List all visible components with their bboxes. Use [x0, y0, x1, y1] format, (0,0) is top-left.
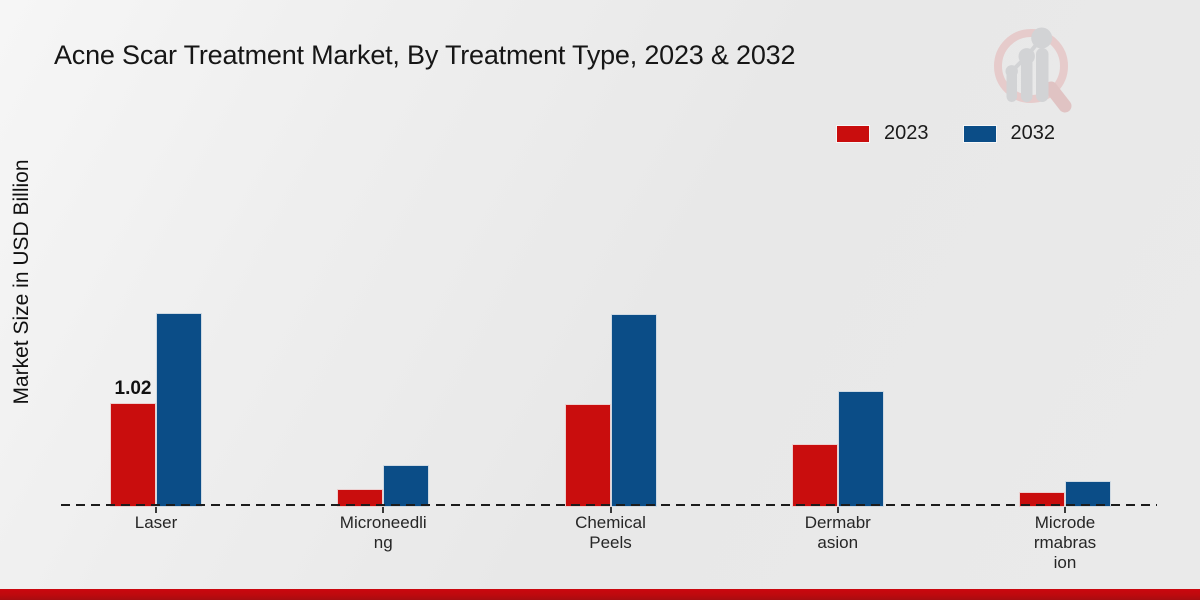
bar-2032-dermabrasion — [837, 391, 884, 507]
x-tick-label-microneedling: Microneedli ng — [339, 513, 427, 552]
bar-2023-dermabrasion — [791, 444, 838, 507]
bar-2032-microdermabrasion — [1065, 481, 1111, 507]
logo-dot-small — [1005, 65, 1018, 78]
x-axis-tick-microdermabrasion — [1064, 507, 1066, 513]
footer-accent-bar — [0, 589, 1200, 600]
logo-bar-medium — [1021, 58, 1033, 102]
bar-2023-laser — [110, 403, 156, 507]
x-tick-label-microdermabrasion: Microde rmabras ion — [1033, 513, 1097, 572]
x-axis-tick-dermabrasion — [836, 507, 839, 513]
bar-value-label: 1.02 — [114, 378, 152, 399]
x-axis-baseline — [61, 504, 1157, 506]
legend: 2023 2032 — [836, 122, 1055, 145]
x-axis-tick-microneedling — [382, 507, 385, 513]
x-axis-tick-laser — [155, 507, 157, 513]
legend-swatch-2023 — [836, 124, 870, 143]
x-tick-label-dermabrasion: Dermabr asion — [804, 513, 871, 552]
bar-2023-chemical-peels — [564, 404, 611, 507]
bar-2032-chemical-peels — [610, 314, 657, 507]
chart-title: Acne Scar Treatment Market, By Treatment… — [54, 40, 796, 70]
magnifier-bar-chart-logo-icon — [994, 27, 1072, 113]
bar-2023-microneedling — [337, 489, 384, 507]
legend-swatch-2032 — [962, 124, 997, 143]
legend-label: 2032 — [1010, 122, 1056, 144]
x-tick-label-chemical-peels: Chemical Peels — [575, 513, 646, 552]
logo-bar-large — [1036, 48, 1049, 102]
logo-magnifier-handle — [1044, 81, 1072, 113]
bar-2032-microneedling — [383, 465, 430, 507]
x-axis-tick-chemical-peels — [609, 507, 612, 513]
bar-2032-laser — [156, 313, 202, 507]
logo-dot-medium — [1018, 48, 1035, 65]
legend-item-2023: 2023 — [836, 122, 929, 145]
legend-item-2032: 2032 — [962, 122, 1056, 145]
x-tick-label-laser: Laser — [134, 513, 178, 532]
legend-label: 2023 — [884, 122, 929, 144]
logo-dot-large — [1031, 27, 1053, 49]
bar-2023-microdermabrasion — [1019, 492, 1065, 507]
